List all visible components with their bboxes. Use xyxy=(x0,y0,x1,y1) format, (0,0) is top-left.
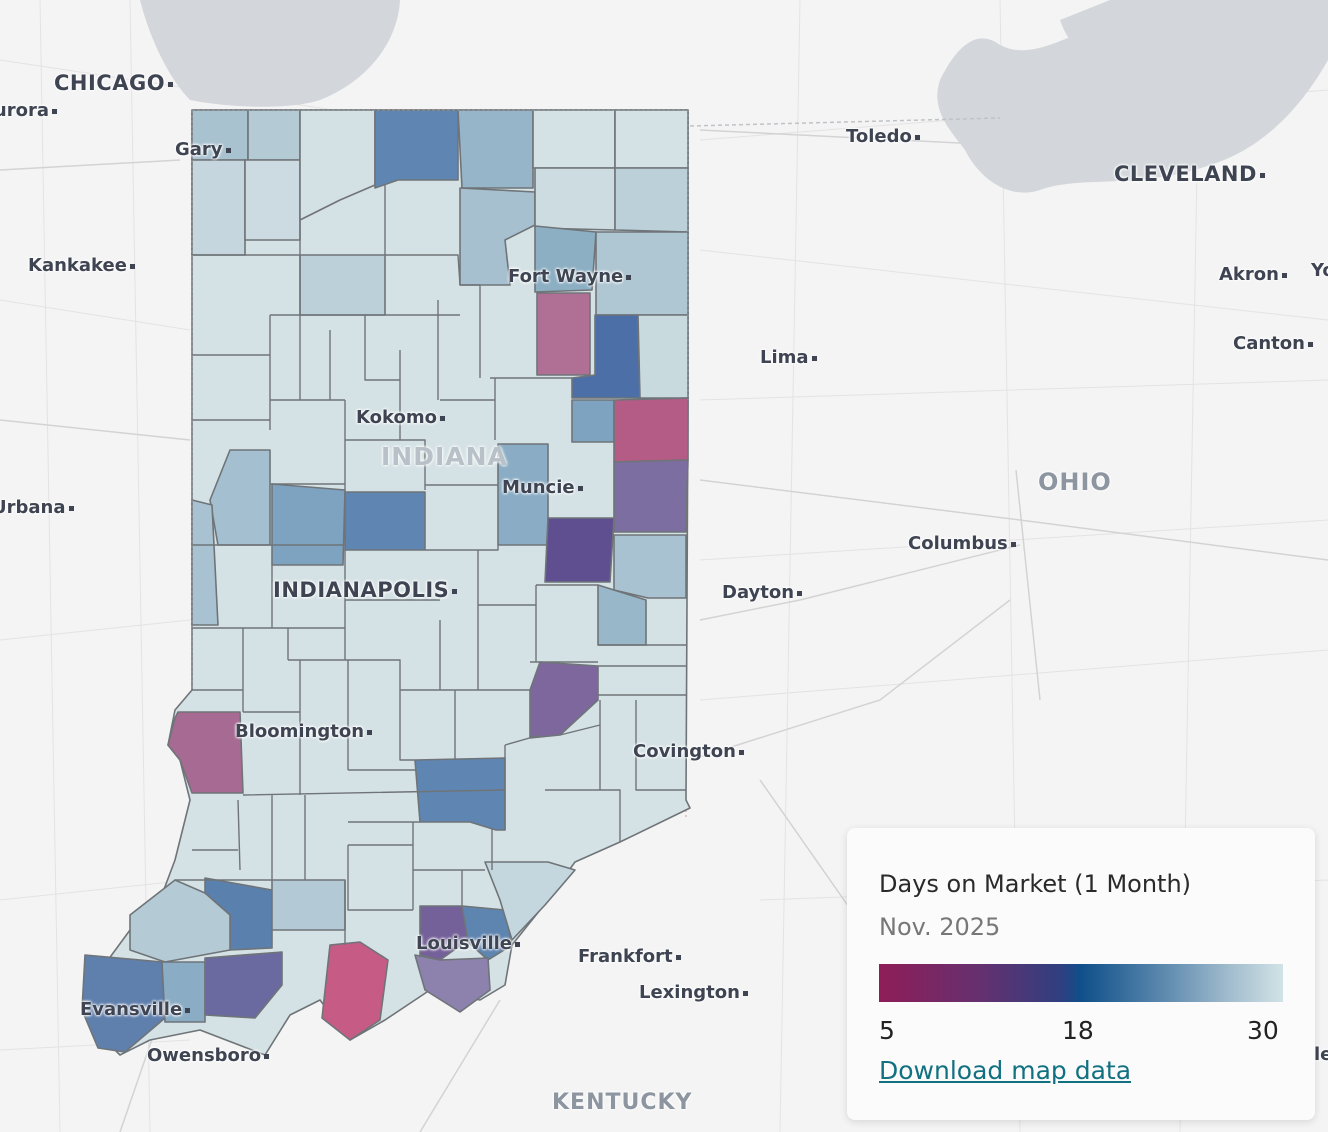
city-marker-icon xyxy=(168,81,174,87)
city-marker-icon xyxy=(515,941,520,947)
county[interactable] xyxy=(167,711,244,794)
county[interactable] xyxy=(534,225,597,293)
city-marker-icon xyxy=(914,134,920,140)
region-label-indiana: INDIANA xyxy=(381,442,508,471)
county[interactable] xyxy=(414,954,491,1013)
county[interactable] xyxy=(191,159,246,256)
county[interactable] xyxy=(247,109,301,161)
county[interactable] xyxy=(161,961,206,1023)
legend-min-label: 5 xyxy=(879,1016,895,1045)
indiana-state-outline xyxy=(191,109,689,690)
county[interactable] xyxy=(321,941,389,1041)
city-marker-icon xyxy=(52,108,58,114)
state-border-line xyxy=(689,117,1001,127)
city-marker-icon xyxy=(738,749,744,755)
region-label-kentucky: KENTUCKY xyxy=(552,1090,693,1115)
region-label-ohio: OHIO xyxy=(1038,468,1112,496)
legend-max-label: 30 xyxy=(1247,1016,1279,1045)
city-label-evansville[interactable]: Evansville xyxy=(80,1001,191,1019)
county[interactable] xyxy=(544,517,615,583)
city-label-partial[interactable]: le xyxy=(1314,1044,1328,1065)
city-label-owensboro[interactable]: Owensboro xyxy=(147,1047,270,1065)
city-marker-icon xyxy=(225,147,231,153)
county[interactable] xyxy=(271,483,346,566)
city-marker-icon xyxy=(577,485,583,491)
city-label-cleveland[interactable]: CLEVELAND xyxy=(1114,164,1265,185)
city-marker-icon xyxy=(742,990,748,996)
county[interactable] xyxy=(271,879,346,931)
county[interactable] xyxy=(299,254,386,316)
lake-michigan xyxy=(140,0,400,107)
city-label-fort-wayne[interactable]: Fort Wayne xyxy=(508,268,632,286)
city-label-frankfort[interactable]: Frankfort xyxy=(578,948,681,966)
city-marker-icon xyxy=(1259,172,1265,178)
city-marker-icon xyxy=(68,505,74,511)
city-label-louisville[interactable]: Louisville xyxy=(416,935,520,953)
city-label-youngstown[interactable]: Yo xyxy=(1311,260,1328,281)
legend-mid-label: 18 xyxy=(1062,1016,1094,1045)
lake-erie xyxy=(937,0,1328,193)
county[interactable] xyxy=(613,459,689,533)
city-marker-icon xyxy=(1281,272,1287,278)
city-label-chicago[interactable]: CHICAGO xyxy=(54,73,174,94)
city-marker-icon xyxy=(1010,541,1016,547)
city-label-muncie[interactable]: Muncie xyxy=(502,479,583,497)
city-marker-icon xyxy=(129,263,135,269)
county[interactable] xyxy=(129,879,231,963)
county[interactable] xyxy=(457,109,534,189)
city-marker-icon xyxy=(626,274,632,280)
county-borders xyxy=(175,185,686,945)
city-label-lexington[interactable]: Lexington xyxy=(639,984,748,1002)
county[interactable] xyxy=(614,167,689,233)
city-marker-icon xyxy=(264,1053,270,1059)
city-marker-icon xyxy=(675,954,681,960)
county[interactable] xyxy=(419,905,469,961)
county[interactable] xyxy=(344,491,426,551)
county[interactable] xyxy=(613,534,687,599)
city-marker-icon xyxy=(439,415,445,421)
city-label-covington[interactable]: Covington xyxy=(633,743,744,761)
legend-color-scale xyxy=(879,964,1283,1002)
county[interactable] xyxy=(461,905,513,961)
map-legend: Days on Market (1 Month) Nov. 2025 5 18 … xyxy=(847,828,1315,1120)
city-label-dayton[interactable]: Dayton xyxy=(722,584,803,602)
city-marker-icon xyxy=(1307,341,1313,347)
county[interactable] xyxy=(614,109,689,169)
county[interactable] xyxy=(571,399,615,443)
city-label-kokomo[interactable]: Kokomo xyxy=(356,409,445,427)
county[interactable] xyxy=(204,951,283,1019)
city-label-canton[interactable]: Canton xyxy=(1233,335,1313,353)
county[interactable] xyxy=(613,397,689,463)
county[interactable] xyxy=(532,109,616,169)
city-label-toledo[interactable]: Toledo xyxy=(846,128,920,146)
county[interactable] xyxy=(637,314,689,399)
county[interactable] xyxy=(414,757,506,831)
city-label-indianapolis[interactable]: INDIANAPOLIS xyxy=(273,580,458,601)
city-label-gary[interactable]: Gary xyxy=(175,141,231,159)
indiana-counties xyxy=(81,109,691,1056)
lake-stclair xyxy=(1060,0,1180,57)
download-map-data-link[interactable]: Download map data xyxy=(879,1056,1132,1085)
city-marker-icon xyxy=(367,729,373,735)
county[interactable] xyxy=(484,861,576,941)
city-label-kankakee[interactable]: Kankakee xyxy=(28,257,135,275)
county[interactable] xyxy=(244,159,301,241)
city-marker-icon xyxy=(185,1007,191,1013)
city-marker-icon xyxy=(811,355,817,361)
city-label-akron[interactable]: Akron xyxy=(1219,266,1287,284)
legend-subtitle: Nov. 2025 xyxy=(879,913,1001,941)
legend-title: Days on Market (1 Month) xyxy=(879,870,1192,898)
city-label-lima[interactable]: Lima xyxy=(760,349,817,367)
city-label-aurora[interactable]: Aurora xyxy=(0,102,58,120)
city-label-columbus[interactable]: Columbus xyxy=(908,535,1016,553)
county[interactable] xyxy=(536,292,591,376)
city-marker-icon xyxy=(797,590,803,596)
city-marker-icon xyxy=(452,588,458,594)
city-label-urbana[interactable]: Urbana xyxy=(0,499,74,517)
city-label-bloomington[interactable]: Bloomington xyxy=(235,723,373,741)
county[interactable] xyxy=(191,499,219,626)
county[interactable] xyxy=(374,109,459,189)
county[interactable] xyxy=(534,167,616,231)
